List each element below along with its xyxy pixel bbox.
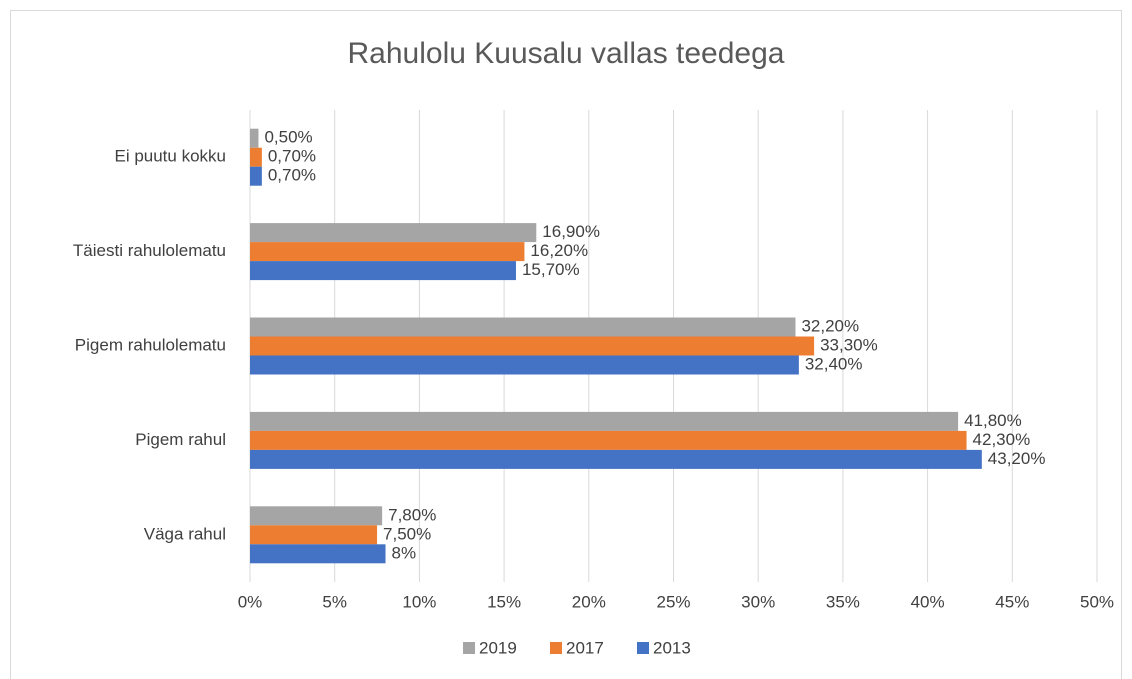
bar bbox=[250, 223, 537, 243]
bar bbox=[250, 430, 967, 450]
x-tick-label: 35% bbox=[826, 592, 860, 611]
bar bbox=[250, 411, 959, 431]
data-label: 33,30% bbox=[820, 335, 878, 354]
x-tick-label: 30% bbox=[741, 592, 775, 611]
data-label: 16,20% bbox=[530, 241, 588, 260]
data-label: 8% bbox=[392, 543, 417, 562]
legend-label: 2019 bbox=[479, 638, 517, 657]
bar bbox=[250, 544, 386, 564]
data-label: 7,80% bbox=[388, 505, 436, 524]
x-tick-label: 10% bbox=[402, 592, 436, 611]
bar bbox=[250, 317, 796, 337]
y-tick-label: Ei puutu kokku bbox=[114, 147, 226, 166]
x-tick-label: 45% bbox=[995, 592, 1029, 611]
bar bbox=[250, 336, 815, 356]
data-label: 32,20% bbox=[801, 316, 859, 335]
bar bbox=[250, 128, 259, 148]
y-tick-label: Pigem rahulolematu bbox=[75, 335, 226, 354]
y-tick-label: Täiesti rahulolematu bbox=[73, 241, 226, 260]
legend-swatch bbox=[550, 642, 562, 654]
bar bbox=[250, 506, 383, 526]
x-tick-label: 0% bbox=[238, 592, 263, 611]
legend-swatch bbox=[637, 642, 649, 654]
legend-swatch bbox=[463, 642, 475, 654]
bar bbox=[250, 147, 262, 167]
x-tick-label: 20% bbox=[572, 592, 606, 611]
bar bbox=[250, 525, 378, 545]
bar bbox=[250, 261, 516, 281]
data-label: 32,40% bbox=[805, 354, 863, 373]
data-label: 43,20% bbox=[988, 449, 1046, 468]
y-tick-label: Pigem rahul bbox=[135, 430, 226, 449]
data-label: 16,90% bbox=[542, 222, 600, 241]
data-label: 15,70% bbox=[522, 260, 580, 279]
data-label: 0,50% bbox=[264, 128, 312, 147]
data-label: 42,30% bbox=[973, 430, 1031, 449]
x-tick-label: 5% bbox=[322, 592, 347, 611]
x-tick-label: 50% bbox=[1080, 592, 1114, 611]
x-tick-label: 15% bbox=[487, 592, 521, 611]
legend-label: 2017 bbox=[566, 638, 604, 657]
data-label: 7,50% bbox=[383, 524, 431, 543]
data-label: 0,70% bbox=[268, 166, 316, 185]
bar bbox=[250, 166, 262, 186]
legend-label: 2013 bbox=[653, 638, 691, 657]
data-label: 0,70% bbox=[268, 147, 316, 166]
bar bbox=[250, 355, 799, 375]
bar bbox=[250, 242, 525, 262]
chart-title: Rahulolu Kuusalu vallas teedega bbox=[348, 37, 785, 70]
bar bbox=[250, 449, 982, 469]
x-tick-label: 40% bbox=[911, 592, 945, 611]
x-tick-label: 25% bbox=[656, 592, 690, 611]
y-tick-label: Väga rahul bbox=[144, 524, 226, 543]
data-label: 41,80% bbox=[964, 411, 1022, 430]
chart-border bbox=[10, 10, 1122, 679]
